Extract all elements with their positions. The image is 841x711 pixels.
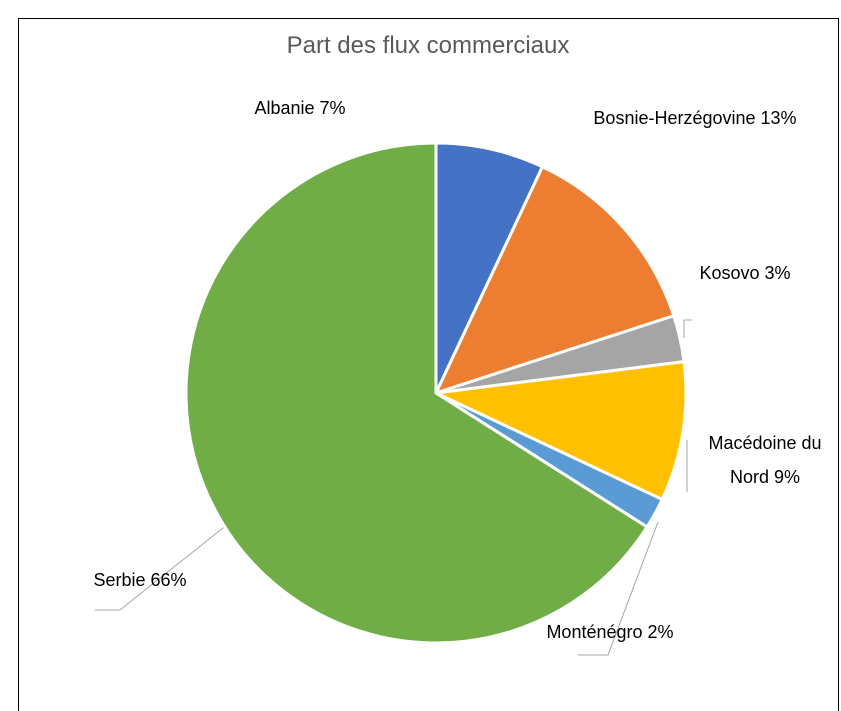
value-label: 3% [764, 263, 791, 283]
pie [184, 141, 688, 645]
data-label: Albanie 7% [230, 91, 370, 125]
category-label: Monténégro [546, 622, 643, 642]
value-label: 2% [647, 622, 674, 642]
pie-slice [434, 141, 545, 394]
leader-lines [95, 319, 692, 656]
frame [18, 18, 839, 711]
value-label: 7% [319, 98, 346, 118]
leader-line [578, 521, 659, 656]
category-label: Kosovo [699, 263, 760, 283]
data-label: Kosovo 3% [690, 256, 800, 290]
value-label: 66% [150, 570, 187, 590]
leader-line [683, 319, 692, 338]
data-label: Bosnie-Herzégovine 13% [570, 101, 820, 135]
chart-title: Part des flux commerciaux [286, 32, 570, 59]
leader-line [95, 511, 244, 611]
category-label: Albanie [254, 98, 315, 118]
category-label: Bosnie-Herzégovine [593, 108, 756, 128]
pie-slice [433, 164, 676, 396]
data-label: Monténégro 2% [520, 615, 700, 649]
value-label: 13% [760, 108, 797, 128]
data-label: Macédoine du Nord 9% [690, 426, 840, 494]
category-label: Serbie [93, 570, 146, 590]
pie-slice [184, 141, 650, 645]
data-label: Serbie 66% [80, 563, 200, 597]
pie-slice [430, 359, 688, 502]
category-label: Macédoine du Nord [708, 433, 822, 487]
value-label: 9% [774, 467, 801, 487]
